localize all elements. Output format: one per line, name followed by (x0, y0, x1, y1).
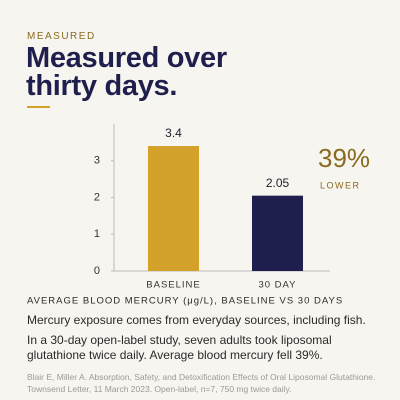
value-label: 2.05 (266, 176, 290, 190)
body-text: Mercury exposure comes from everyday sou… (27, 313, 387, 368)
y-tick-label: 2 (94, 191, 100, 203)
chart-caption: AVERAGE BLOOD MERCURY (μg/L), BASELINE V… (27, 296, 343, 307)
value-label: 3.4 (165, 126, 182, 140)
x-tick-label: 30 DAY (258, 280, 296, 291)
accent-rule (27, 106, 50, 108)
bar (148, 146, 199, 271)
callout-label: LOWER (320, 180, 361, 190)
bar (252, 195, 303, 271)
chart: 39% LOWER AVERAGE BLOOD MERCURY (μg/L), … (27, 124, 370, 307)
callout-value: 39% (318, 143, 370, 173)
x-tick-label: BASELINE (146, 280, 200, 291)
headline-line: thirty days. (26, 70, 178, 102)
paragraph: Mercury exposure comes from everyday sou… (27, 313, 366, 327)
y-tick-label: 3 (94, 155, 100, 167)
headline-line: Measured over (26, 42, 227, 74)
y-tick-label: 1 (94, 228, 100, 240)
paragraph: In a 30-day open-label study, seven adul… (27, 333, 332, 362)
eyebrow: MEASURED (27, 31, 96, 42)
headline: Measured over thirty days. (26, 42, 227, 102)
citation: Blair E, Miller A. Absorption, Safety, a… (27, 372, 376, 394)
y-tick-label: 0 (94, 265, 100, 277)
